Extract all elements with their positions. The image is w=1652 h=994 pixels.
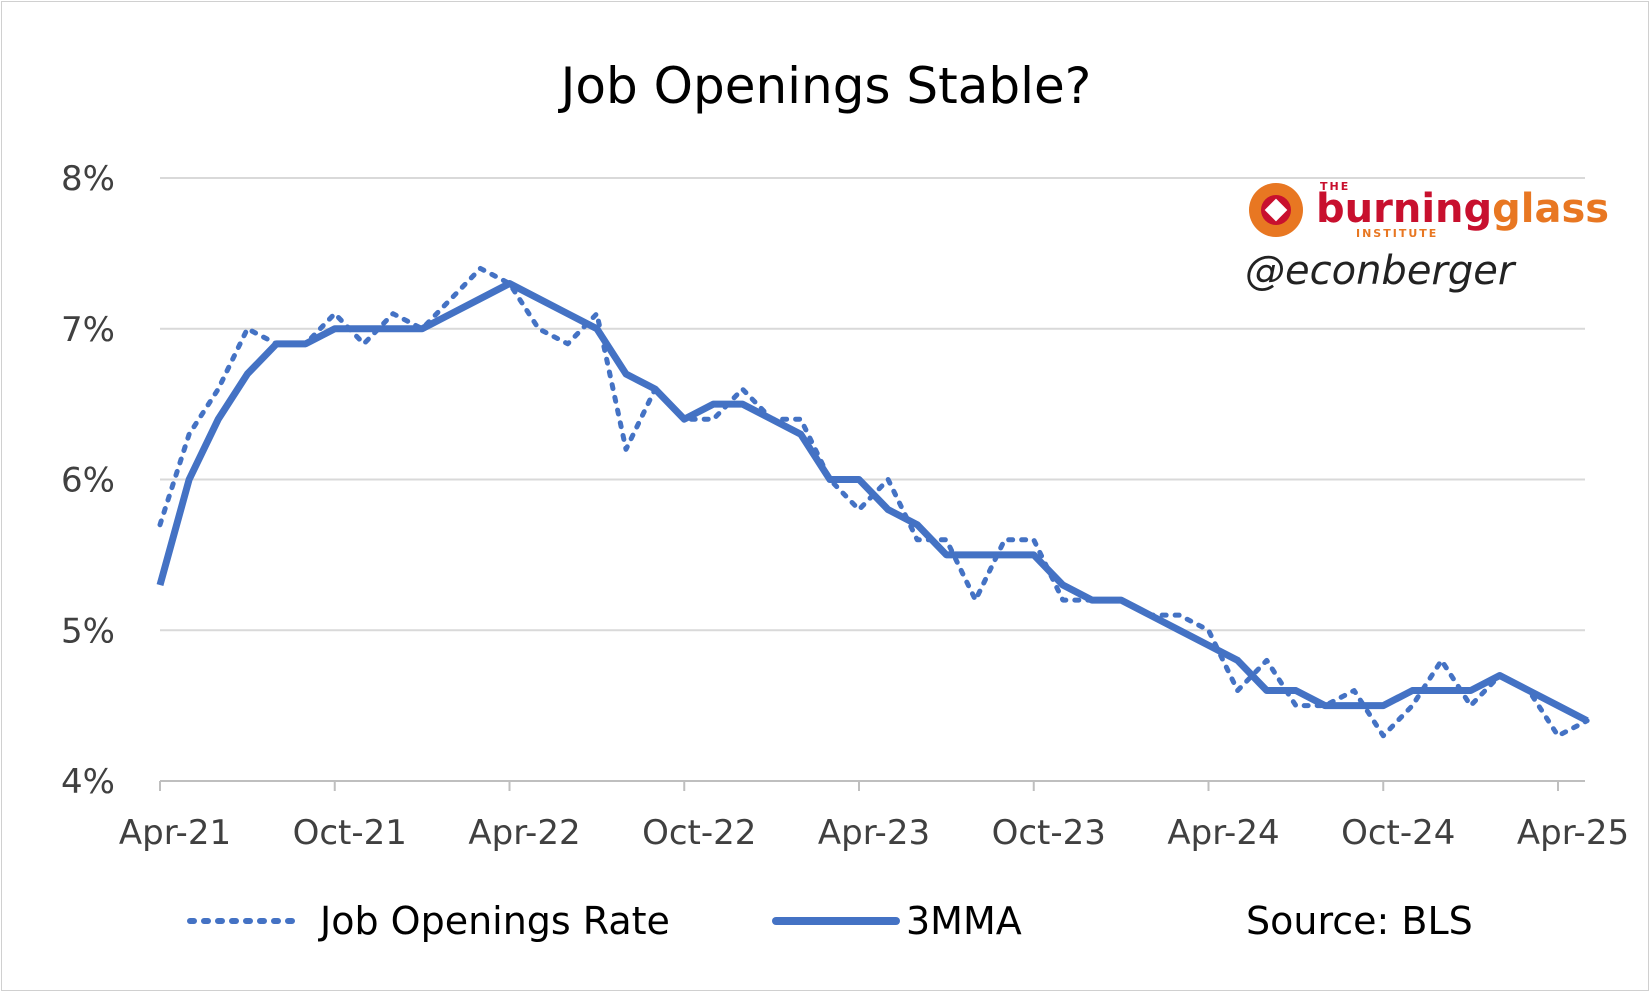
y-tick-label: 8% [61, 159, 115, 199]
y-tick-label: 4% [61, 762, 115, 802]
logo-word-glass: glass [1492, 186, 1609, 232]
y-tick-label: 6% [61, 461, 115, 501]
chart: Job Openings Stable? 4% 5% 6% 7% 8% Apr-21 Oc… [0, 0, 1652, 994]
y-tick-label: 7% [61, 310, 115, 350]
burning-glass-logo: THE burningglass INSTITUTE [1249, 180, 1609, 240]
legend-label-3mma: 3MMA [906, 899, 1022, 943]
author-handle: @econberger [1245, 248, 1517, 294]
y-axis-tick-labels: 4% 5% 6% 7% 8% [61, 159, 115, 802]
svg-text:burningglass: burningglass [1316, 186, 1609, 232]
legend-label-job-openings-rate: Job Openings Rate [318, 899, 670, 943]
x-tick-label: Oct-22 [642, 813, 756, 853]
logo-institute: INSTITUTE [1356, 227, 1438, 240]
gridlines [160, 178, 1585, 630]
x-tick-label: Apr-25 [1517, 813, 1629, 853]
x-tick-label: Apr-23 [818, 813, 930, 853]
x-tick-label: Oct-24 [1341, 813, 1455, 853]
y-tick-label: 5% [61, 611, 115, 651]
x-tick-label: Oct-23 [992, 813, 1106, 853]
legend: Job Openings Rate 3MMA Source: BLS [190, 899, 1473, 943]
series-layer [160, 268, 1587, 735]
chart-title: Job Openings Stable? [558, 57, 1092, 115]
source-note: Source: BLS [1246, 899, 1473, 943]
x-tick-label: Apr-21 [119, 813, 231, 853]
series-line-3mma [160, 284, 1587, 721]
x-tick-label: Apr-24 [1167, 813, 1279, 853]
x-tick-label: Oct-21 [293, 813, 407, 853]
series-line-job-openings-rate [160, 268, 1587, 735]
logo-word-burning: burning [1316, 186, 1492, 232]
x-axis [160, 781, 1585, 791]
sun-logo-icon [1249, 183, 1303, 237]
x-tick-label: Apr-22 [468, 813, 580, 853]
x-axis-tick-labels: Apr-21 Oct-21 Apr-22 Oct-22 Apr-23 Oct-23 Apr-… [119, 813, 1629, 853]
